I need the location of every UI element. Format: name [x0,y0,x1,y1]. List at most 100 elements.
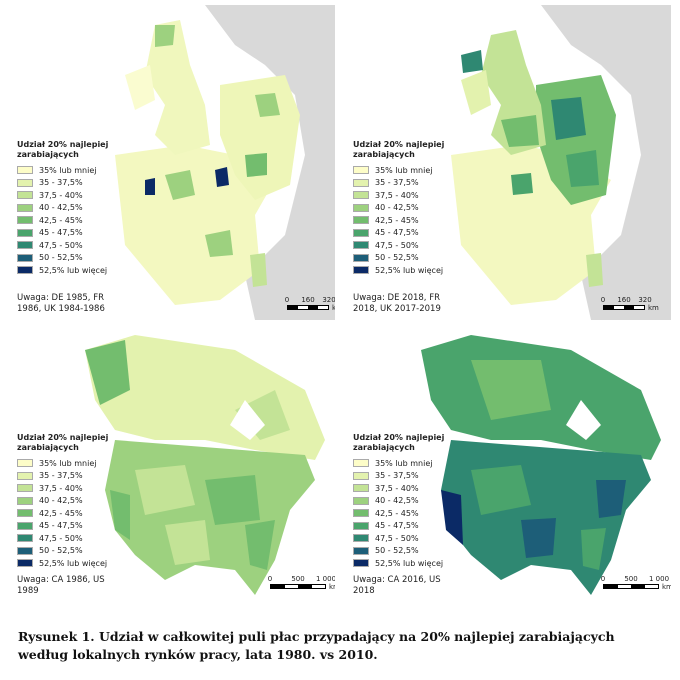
scale-segment [604,306,614,309]
legend-item: 35% lub mniej [353,164,448,177]
legend-label: 40 - 42,5% [375,203,419,213]
scale-label: 160 [301,296,315,304]
legend-item: 37,5 - 40% [353,189,448,202]
legend-swatch [17,459,33,468]
scale-segment [617,585,631,588]
scale-labels: 0 160 320 [285,296,335,305]
legend-item: 52,5% lub więcej [17,557,112,570]
legend-label: 52,5% lub więcej [375,558,444,568]
scale-label: 1 000 [315,575,335,583]
legend-item: 45 - 47,5% [17,227,112,240]
legend: Udział 20% najlepiej zarabiających 35% lu… [353,140,448,277]
map [5,5,335,320]
legend-label: 37,5 - 40% [39,483,83,493]
map-panel: Udział 20% najlepiej zarabiających 35% lu… [5,330,335,605]
legend-label: 42,5 - 45% [39,508,83,518]
legend-label: 35 - 37,5% [375,178,419,188]
legend-label: 37,5 - 40% [375,483,419,493]
legend-label: 50 - 52,5% [39,546,83,556]
legend-swatch [17,559,33,568]
legend-title: Udział 20% najlepiej zarabiających [17,433,109,452]
scale-labels: 0 500 1 000 [268,575,335,584]
map [341,5,671,320]
scale-label: 320 [638,296,652,304]
scale-unit: km [332,304,335,312]
legend-item: 42,5 - 45% [353,214,448,227]
legend-label: 35 - 37,5% [375,471,419,481]
legend-swatch [353,266,369,275]
legend-item: 42,5 - 45% [17,214,112,227]
legend-label: 52,5% lub więcej [39,265,108,275]
legend-swatch [353,546,369,555]
legend-swatch [353,253,369,262]
legend-item: 37,5 - 40% [353,482,448,495]
legend-swatch [353,191,369,200]
legend-label: 52,5% lub więcej [375,265,444,275]
legend-swatch [353,166,369,175]
map [5,330,335,605]
scale-segment [311,585,325,588]
legend-item: 52,5% lub więcej [353,557,448,570]
scale-segment [614,306,624,309]
legend-swatch [17,203,33,212]
legend-label: 35% lub mniej [375,458,433,468]
scale-bar-graphic [287,305,329,310]
legend-label: 52,5% lub więcej [39,558,108,568]
legend-item: 52,5% lub więcej [17,264,112,277]
map-panel: Udział 20% najlepiej zarabiających 35% lu… [5,5,335,320]
legend: Udział 20% najlepiej zarabiających 35% lu… [353,433,448,570]
scale-bar-graphic [270,584,326,589]
legend-label: 47,5 - 50% [39,240,83,250]
legend-swatch [353,484,369,493]
legend-swatch [353,471,369,480]
scale-unit: km [648,304,659,312]
legend-item: 50 - 52,5% [17,252,112,265]
legend-swatch [353,178,369,187]
legend-swatch [17,166,33,175]
legend-swatch [17,471,33,480]
scale-segment [298,585,312,588]
legend-item: 47,5 - 50% [17,239,112,252]
legend-label: 35% lub mniej [39,165,97,175]
legend-label: 47,5 - 50% [39,533,83,543]
scale-label: 320 [322,296,335,304]
legend-label: 45 - 47,5% [375,521,419,531]
legend-swatch [17,241,33,250]
scale-segment [288,306,298,309]
legend-label: 50 - 52,5% [375,253,419,263]
scale-unit: km [662,583,671,591]
legend-label: 37,5 - 40% [39,190,83,200]
legend-item: 47,5 - 50% [353,239,448,252]
legend-swatch [17,253,33,262]
scale-segment [318,306,328,309]
legend-swatch [353,216,369,225]
scale-label: 160 [617,296,631,304]
legend-swatch [17,546,33,555]
note: Uwaga: CA 1986, US 1989 [17,575,105,596]
scale-bar-graphic [603,584,659,589]
note: Uwaga: DE 1985, FR 1986, UK 1984-1986 [17,293,105,314]
legend-item: 42,5 - 45% [17,507,112,520]
scale-bar-graphic [603,305,645,310]
scale-segment [624,306,634,309]
legend-label: 42,5 - 45% [39,215,83,225]
legend-label: 35% lub mniej [375,165,433,175]
legend-item: 35 - 37,5% [17,470,112,483]
legend-label: 40 - 42,5% [39,496,83,506]
legend-item: 35% lub mniej [353,457,448,470]
legend-swatch [353,241,369,250]
legend-item: 45 - 47,5% [353,520,448,533]
legend-label: 47,5 - 50% [375,533,419,543]
legend-item: 50 - 52,5% [353,252,448,265]
scale-segment [604,585,618,588]
legend-swatch [17,228,33,237]
legend-item: 47,5 - 50% [17,532,112,545]
legend-swatch [353,509,369,518]
legend-item: 40 - 42,5% [353,495,448,508]
legend-label: 47,5 - 50% [375,240,419,250]
legend: Udział 20% najlepiej zarabiających 35% lu… [17,140,112,277]
legend-item: 40 - 42,5% [353,202,448,215]
scale-label: 1 000 [648,575,670,583]
